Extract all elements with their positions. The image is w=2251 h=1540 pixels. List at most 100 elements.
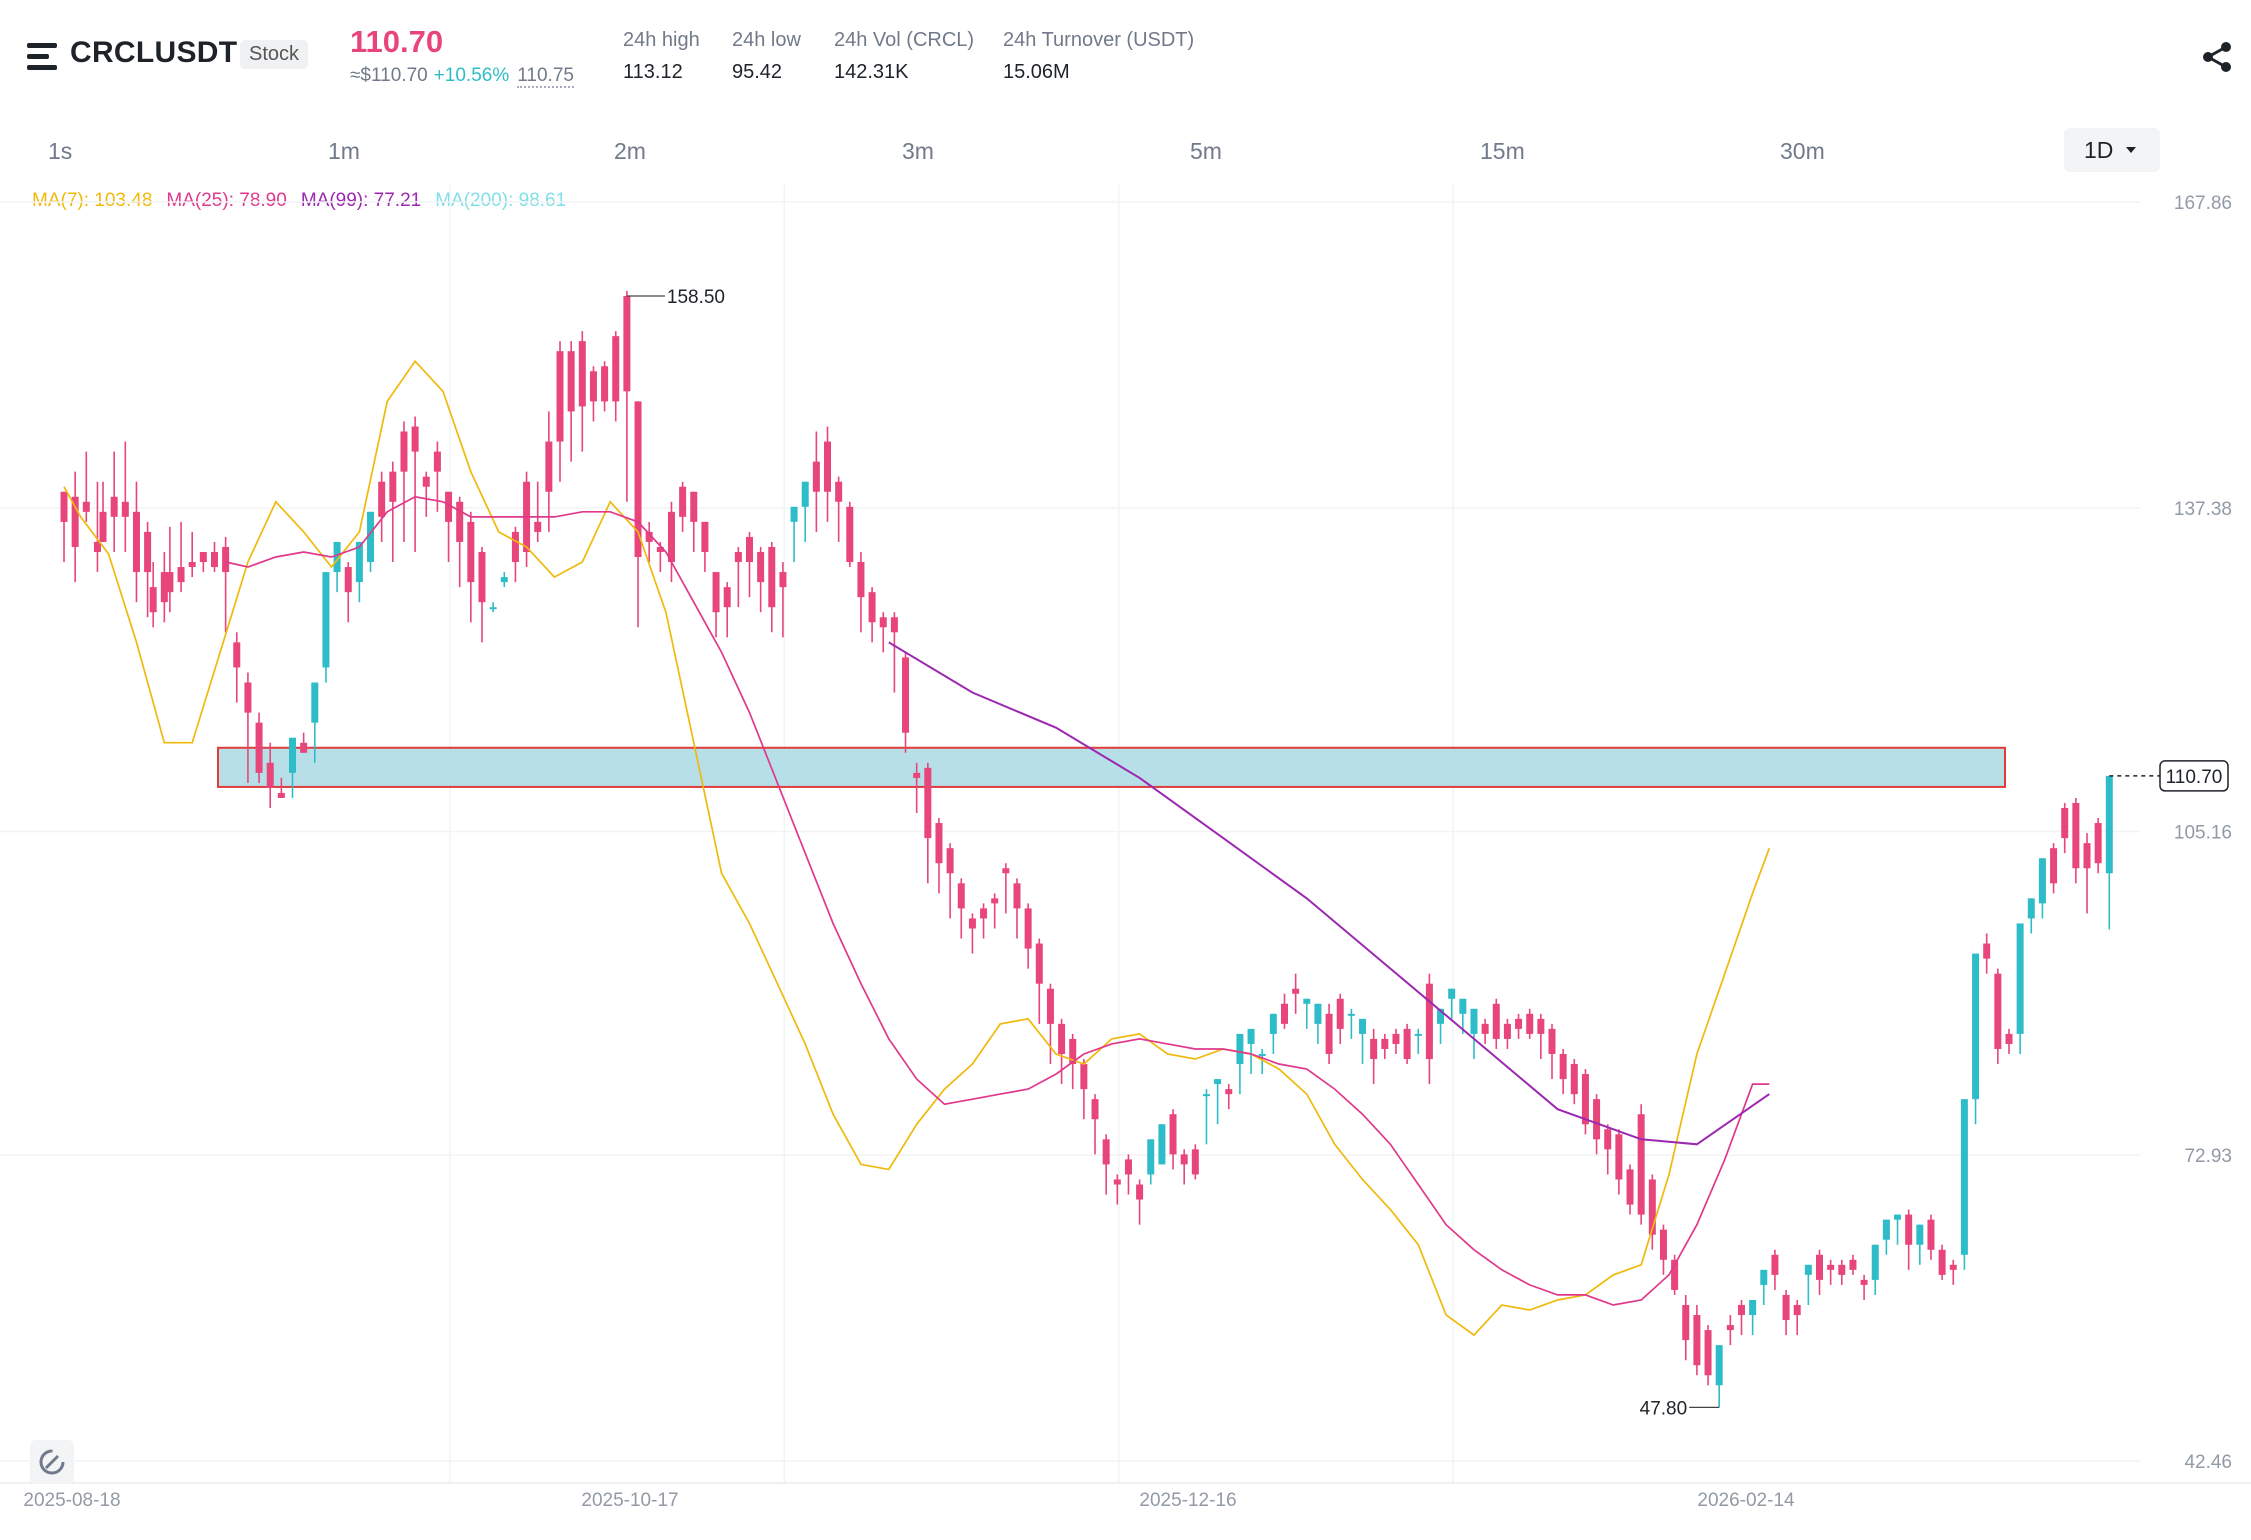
candle-body bbox=[1860, 1279, 1868, 1285]
candle-body bbox=[2083, 843, 2091, 869]
x-tick-label: 2025-10-17 bbox=[581, 1490, 678, 1511]
ma99-legend: MA(99): 77.21 bbox=[300, 190, 422, 211]
candle-body bbox=[679, 486, 687, 517]
candle-body bbox=[110, 496, 118, 517]
ma7-legend: MA(7): 103.48 bbox=[32, 190, 153, 211]
stat-value: 113.12 bbox=[623, 61, 683, 83]
candle-body bbox=[344, 567, 352, 593]
candle-body bbox=[1704, 1330, 1712, 1376]
candle-body bbox=[177, 567, 185, 583]
stat-24h-turnover: 24h Turnover (USDT) 15.06M bbox=[1003, 29, 1194, 84]
candle-body bbox=[1760, 1269, 1768, 1285]
candle-body bbox=[1849, 1259, 1857, 1270]
candle-body bbox=[968, 918, 976, 929]
candle-body bbox=[1548, 1028, 1556, 1054]
candle-body bbox=[422, 476, 430, 487]
candle-body bbox=[1381, 1038, 1389, 1049]
candle-body bbox=[667, 511, 675, 563]
candle-body bbox=[1492, 1003, 1500, 1039]
tab-5m[interactable]: 5m bbox=[1190, 138, 1222, 164]
candle-body bbox=[745, 536, 753, 563]
candle-body bbox=[1882, 1219, 1890, 1240]
candle-body bbox=[578, 341, 586, 407]
symbol-title[interactable]: CRCLUSDT bbox=[70, 36, 238, 69]
candle-body bbox=[1604, 1129, 1612, 1150]
candle-body bbox=[1648, 1179, 1656, 1235]
tab-15m[interactable]: 15m bbox=[1480, 138, 1525, 164]
mark-price[interactable]: 110.75 bbox=[517, 65, 574, 88]
share-icon[interactable] bbox=[2200, 40, 2234, 74]
candle-body bbox=[233, 642, 241, 668]
chart-reset-button[interactable] bbox=[30, 1440, 74, 1484]
ma25-legend: MA(25): 78.90 bbox=[166, 190, 287, 211]
tab-1s[interactable]: 1s bbox=[48, 138, 73, 164]
candle-body bbox=[824, 441, 832, 492]
candle-body bbox=[1314, 1003, 1322, 1024]
menu-icon[interactable] bbox=[27, 43, 59, 71]
candle-body bbox=[500, 577, 508, 583]
candle-body bbox=[456, 501, 464, 542]
interval-dropdown-value: 1D bbox=[2084, 137, 2114, 163]
candle-body bbox=[1994, 973, 2002, 1049]
candle-body bbox=[712, 572, 720, 613]
y-tick-label: 105.16 bbox=[2174, 823, 2232, 844]
candle-body bbox=[790, 506, 798, 522]
ma-line-ma25 bbox=[225, 495, 1770, 1306]
interval-dropdown[interactable]: 1D bbox=[2064, 128, 2160, 172]
last-price-tag-label: 110.70 bbox=[2166, 767, 2223, 788]
x-tick-label: 2025-12-16 bbox=[1139, 1490, 1236, 1511]
candle-body bbox=[2016, 923, 2024, 1034]
candle-body bbox=[71, 496, 79, 547]
tab-2m[interactable]: 2m bbox=[614, 138, 646, 164]
candle-body bbox=[890, 617, 898, 633]
tab-1m[interactable]: 1m bbox=[328, 138, 360, 164]
candle-body bbox=[1448, 988, 1456, 999]
candle-body bbox=[1972, 953, 1980, 1100]
candle-body bbox=[2027, 898, 2035, 919]
candle-body bbox=[612, 336, 620, 402]
candle-body bbox=[1325, 1013, 1333, 1054]
candle-body bbox=[1392, 1033, 1400, 1044]
candle-body bbox=[467, 521, 475, 583]
candle-body bbox=[1403, 1028, 1411, 1060]
candle-body bbox=[1280, 1003, 1288, 1024]
candle-body bbox=[311, 682, 319, 723]
last-price: 110.70 bbox=[350, 24, 444, 59]
candle-body bbox=[991, 898, 999, 904]
chart-grid bbox=[0, 185, 2251, 1484]
resistance-zone bbox=[217, 746, 2006, 788]
candle-body bbox=[723, 587, 731, 608]
candle-body bbox=[333, 541, 341, 573]
candle-body bbox=[2050, 848, 2058, 884]
ticker-header: CRCLUSDT Stock 110.70 ≈$110.70 +10.56% 110… bbox=[0, 0, 2251, 120]
candle-body bbox=[1949, 1264, 1957, 1270]
candle-body bbox=[1269, 1013, 1277, 1034]
y-tick-label: 167.86 bbox=[2174, 193, 2232, 214]
candle-body bbox=[1136, 1184, 1144, 1200]
candle-body bbox=[957, 883, 965, 909]
candle-body bbox=[656, 546, 664, 552]
candle-body bbox=[1035, 943, 1043, 984]
stat-24h-high: 24h high 113.12 bbox=[623, 29, 700, 84]
candle-body bbox=[322, 572, 330, 668]
candle-body bbox=[244, 682, 252, 713]
tab-30m[interactable]: 30m bbox=[1780, 138, 1825, 164]
chevron-down-icon bbox=[2126, 147, 2136, 153]
candles bbox=[60, 290, 2113, 1408]
candle-body bbox=[1414, 1033, 1422, 1036]
candle-body bbox=[1236, 1033, 1244, 1065]
candle-body bbox=[1503, 1023, 1511, 1039]
candle-body bbox=[902, 657, 910, 733]
candle-body bbox=[1102, 1139, 1110, 1165]
candle-body bbox=[1247, 1028, 1255, 1044]
candle-body bbox=[1927, 1219, 1935, 1250]
candle-body bbox=[1336, 998, 1344, 1029]
stat-value: 15.06M bbox=[1003, 61, 1070, 83]
candle-body bbox=[2072, 802, 2080, 869]
last-price-tag bbox=[2159, 760, 2229, 792]
candle-body bbox=[445, 491, 453, 522]
tab-3m[interactable]: 3m bbox=[902, 138, 934, 164]
candle-body bbox=[478, 551, 486, 603]
candle-body bbox=[1659, 1229, 1667, 1260]
